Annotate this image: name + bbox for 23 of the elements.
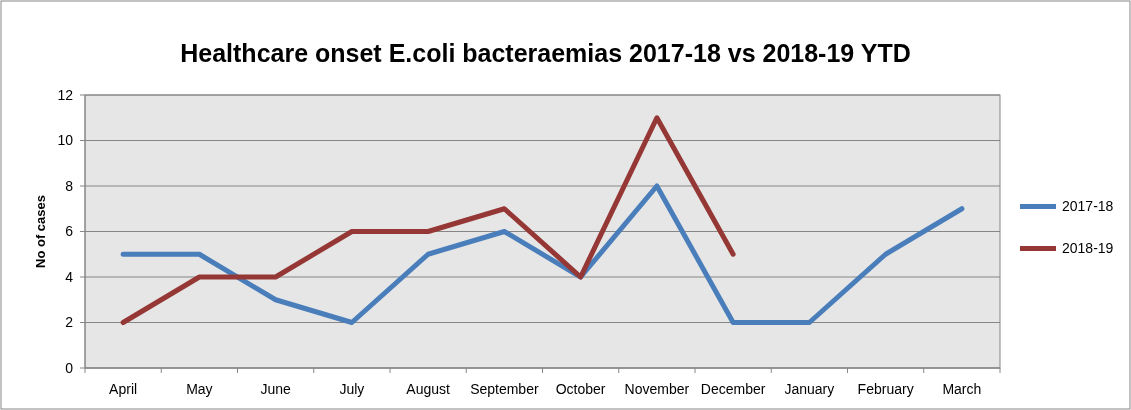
x-tick-label: July <box>339 381 365 397</box>
x-tick-label: September <box>470 381 539 397</box>
x-tick-label: August <box>406 381 451 397</box>
x-tick-label: March <box>942 381 982 397</box>
y-tick-label: 2 <box>65 314 74 331</box>
y-tick-label: 10 <box>57 132 74 149</box>
x-tick-label: May <box>186 381 213 397</box>
x-tick-label: January <box>784 381 835 397</box>
x-tick-label: June <box>260 381 292 397</box>
x-tick-label: February <box>857 381 914 397</box>
y-tick-label: 6 <box>65 223 74 240</box>
x-tick-label: October <box>555 381 606 397</box>
y-tick-label: 0 <box>65 359 74 376</box>
legend-label: 2018-19 <box>1062 240 1114 257</box>
chart-title: Healthcare onset E.coli bacteraemias 2017-18 vs 2018-19 YTD <box>180 39 911 67</box>
x-tick-label: April <box>109 381 138 397</box>
y-tick-label: 12 <box>57 86 74 103</box>
y-tick-label: 4 <box>65 268 74 285</box>
y-axis-title: No of cases <box>33 195 48 268</box>
legend-label: 2017-18 <box>1062 198 1114 215</box>
x-tick-label: December <box>700 381 766 397</box>
x-tick-label: November <box>624 381 690 397</box>
y-tick-label: 8 <box>65 177 74 194</box>
